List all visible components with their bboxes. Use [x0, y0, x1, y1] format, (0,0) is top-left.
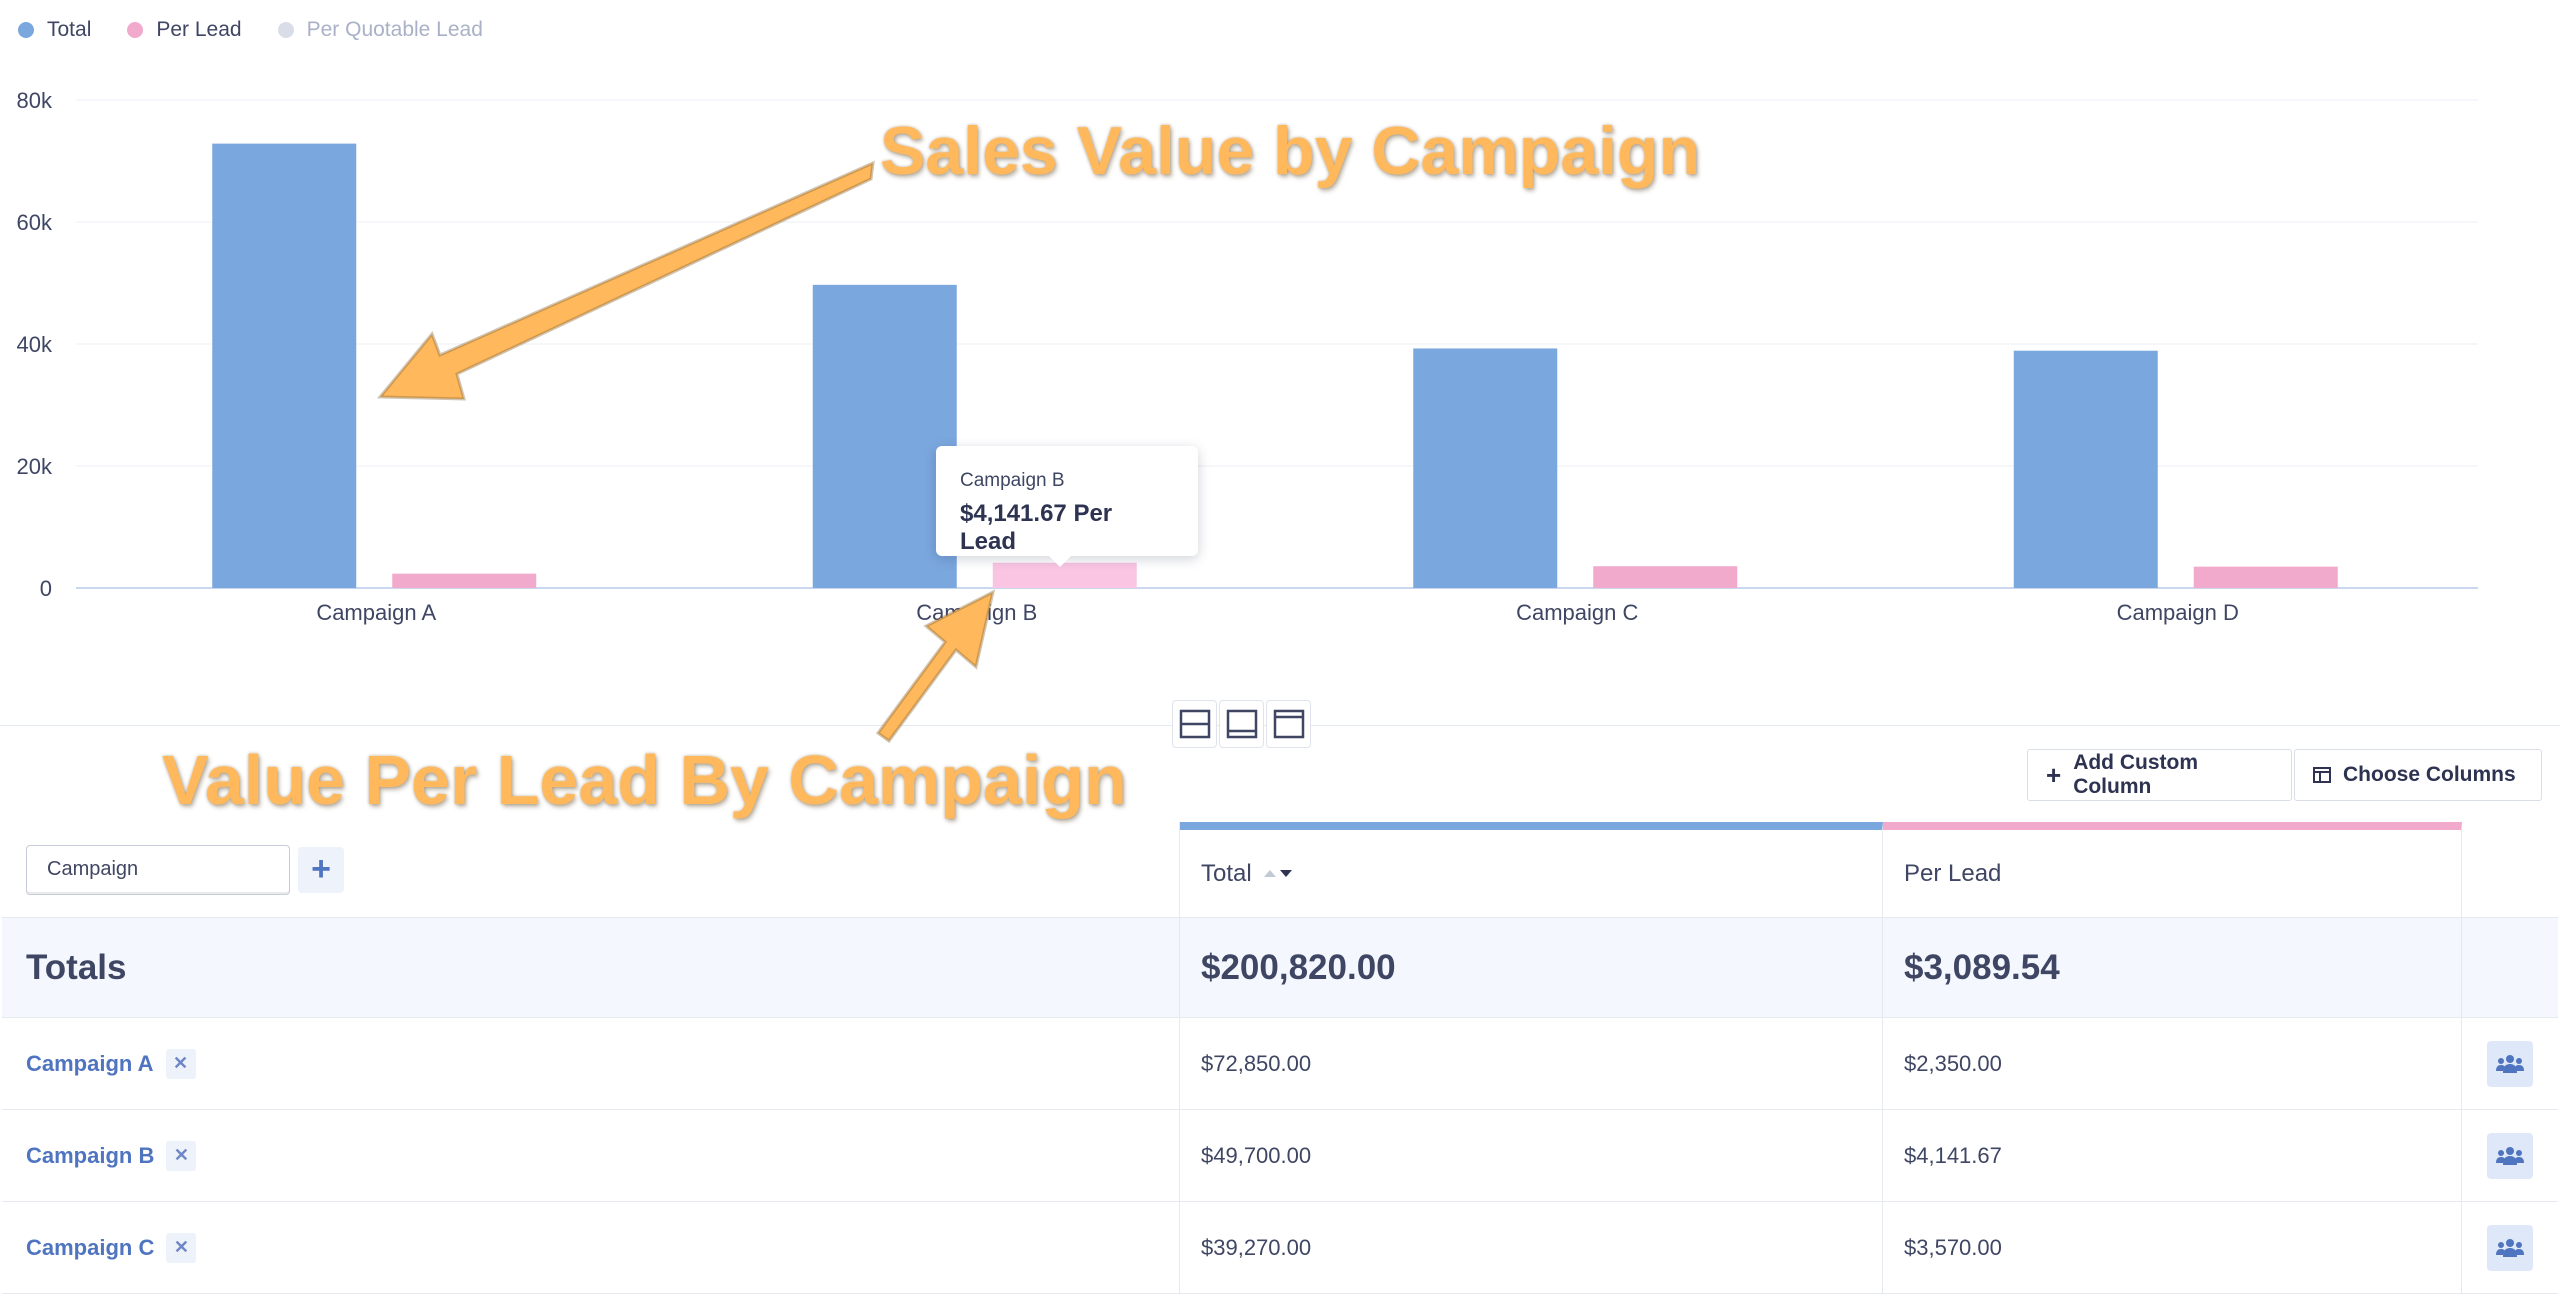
campaign-link[interactable]: Campaign B	[26, 1142, 155, 1168]
chart-x-axis: Campaign A Campaign B Campaign C Campaign D	[316, 600, 2239, 625]
legend-item-per-quotable-lead[interactable]: Per Quotable Lead	[277, 18, 483, 42]
table-header-row: Campaign + Total Per Lead	[2, 822, 2558, 918]
per-lead-cell: $3,570.00	[1883, 1202, 2462, 1293]
layout-toggle-group	[1172, 700, 1311, 748]
totals-label: Totals	[2, 918, 1180, 1017]
y-tick-label: 40k	[17, 332, 53, 357]
chart-only-view-icon	[1226, 709, 1257, 739]
totals-per-lead: $3,089.54	[1883, 918, 2462, 1017]
legend-label-total: Total	[47, 18, 92, 41]
legend-item-per-lead[interactable]: Per Lead	[127, 18, 242, 42]
chart-legend: Total Per Lead Per Quotable Lead	[18, 16, 483, 44]
remove-filter-icon[interactable]: ✕	[166, 1140, 197, 1171]
columns-icon	[2313, 767, 2331, 783]
chart-only-view-button[interactable]	[1219, 700, 1264, 748]
data-table: Campaign + Total Per Lead Totals $200,82…	[2, 822, 2558, 1294]
column-header-actions	[2462, 822, 2558, 917]
annotation-value-per-lead: Value Per Lead By Campaign	[162, 741, 1127, 819]
table-only-view-button[interactable]	[1266, 700, 1311, 748]
campaign-cell: Campaign A ✕	[2, 1018, 1180, 1109]
add-custom-column-button[interactable]: + Add Custom Column	[2027, 749, 2292, 801]
bar-total-campaign-d[interactable]	[2013, 350, 2158, 588]
tooltip-value: $4,141.67 Per Lead	[960, 500, 1113, 555]
legend-dot-per-lead	[127, 22, 144, 38]
choose-columns-label: Choose Columns	[2343, 763, 2516, 786]
table-row: Campaign A ✕ $72,850.00 $2,350.00	[2, 1018, 2558, 1110]
campaign-cell: Campaign C ✕	[2, 1202, 1180, 1293]
legend-label-per-quotable-lead: Per Quotable Lead	[306, 18, 483, 41]
plus-icon: +	[2046, 759, 2062, 790]
column-header-per-lead-label: Per Lead	[1904, 859, 2002, 887]
per-lead-cell: $4,141.67	[1883, 1110, 2462, 1201]
add-custom-column-label: Add Custom Column	[2073, 751, 2199, 798]
sort-icon[interactable]	[1263, 870, 1292, 877]
y-tick-label: 60k	[17, 210, 53, 235]
totals-row: Totals $200,820.00 $3,089.54	[2, 918, 2558, 1018]
totals-actions	[2462, 918, 2558, 1017]
annotation-sales-value: Sales Value by Campaign	[880, 113, 1701, 189]
split-view-icon	[1179, 709, 1210, 739]
table-only-view-icon	[1273, 709, 1304, 739]
legend-item-total[interactable]: Total	[18, 18, 91, 42]
view-leads-button[interactable]	[2487, 1224, 2533, 1271]
y-tick-label: 80k	[17, 88, 53, 113]
x-category-label: Campaign D	[2117, 600, 2239, 625]
bar-per-lead-campaign-d[interactable]	[2193, 566, 2338, 588]
total-cell: $72,850.00	[1180, 1018, 1883, 1109]
users-icon	[2496, 1054, 2524, 1073]
bar-per-lead-campaign-c[interactable]	[1593, 566, 1738, 588]
campaign-cell: Campaign B ✕	[2, 1110, 1180, 1201]
y-tick-label: 0	[40, 576, 52, 601]
choose-columns-button[interactable]: Choose Columns	[2294, 749, 2542, 801]
group-by-select[interactable]: Campaign	[26, 844, 290, 895]
row-actions	[2462, 1202, 2558, 1293]
row-actions	[2462, 1018, 2558, 1109]
column-header-total-label: Total	[1201, 859, 1252, 887]
legend-dot-per-quotable-lead	[277, 22, 294, 38]
table-row: Campaign C ✕ $39,270.00 $3,570.00	[2, 1202, 2558, 1294]
view-leads-button[interactable]	[2487, 1040, 2533, 1087]
x-category-label: Campaign C	[1516, 600, 1638, 625]
table-row: Campaign B ✕ $49,700.00 $4,141.67	[2, 1110, 2558, 1202]
users-icon	[2496, 1238, 2524, 1257]
group-by-cell: Campaign +	[2, 822, 1180, 917]
bar-total-campaign-a[interactable]	[212, 143, 357, 588]
total-cell: $39,270.00	[1180, 1202, 1883, 1293]
x-category-label: Campaign B	[916, 600, 1037, 625]
column-header-per-lead[interactable]: Per Lead	[1883, 822, 2462, 917]
total-cell: $49,700.00	[1180, 1110, 1883, 1201]
row-actions	[2462, 1110, 2558, 1201]
split-view-button[interactable]	[1172, 700, 1217, 748]
column-header-total[interactable]: Total	[1180, 822, 1883, 917]
remove-filter-icon[interactable]: ✕	[165, 1048, 196, 1079]
chart-y-axis: 0 20k 40k 60k 80k	[17, 88, 53, 601]
tooltip-title: Campaign B	[960, 470, 1065, 491]
chart-bars	[212, 143, 2338, 588]
users-icon	[2496, 1146, 2524, 1165]
totals-total: $200,820.00	[1180, 918, 1883, 1017]
legend-label-per-lead: Per Lead	[156, 18, 242, 41]
bar-per-lead-campaign-a[interactable]	[392, 573, 537, 588]
bar-total-campaign-c[interactable]	[1413, 348, 1558, 588]
campaign-link[interactable]: Campaign A	[26, 1050, 154, 1076]
chart-tooltip: Campaign B $4,141.67 Per Lead	[936, 446, 1198, 567]
view-leads-button[interactable]	[2487, 1132, 2533, 1179]
campaign-link[interactable]: Campaign C	[26, 1234, 155, 1260]
per-lead-cell: $2,350.00	[1883, 1018, 2462, 1109]
add-grouping-button[interactable]: +	[298, 846, 344, 893]
x-category-label: Campaign A	[316, 600, 436, 625]
legend-dot-total	[18, 22, 34, 38]
remove-filter-icon[interactable]: ✕	[166, 1232, 197, 1263]
y-tick-label: 20k	[17, 454, 53, 479]
